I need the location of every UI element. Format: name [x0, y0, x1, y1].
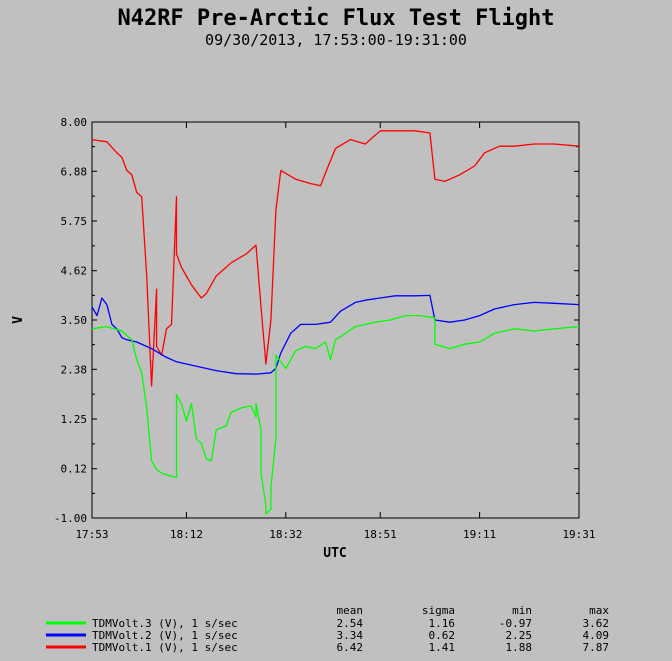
stats-value: -0.97 — [499, 617, 532, 630]
x-tick-label: 17:53 — [75, 528, 108, 541]
stats-value: 1.16 — [429, 617, 456, 630]
stats-value: 3.34 — [337, 629, 364, 642]
x-axis-label: UTC — [323, 546, 346, 561]
stats-value: 3.62 — [583, 617, 610, 630]
y-tick-label: 4.62 — [61, 265, 88, 278]
x-tick-label: 18:32 — [269, 528, 302, 541]
x-tick-label: 19:31 — [562, 528, 595, 541]
y-tick-label: 6.88 — [61, 165, 88, 178]
y-tick-label: 5.75 — [61, 215, 88, 228]
x-axis: 17:53 18:12 18:32 18:51 19:11 19:31 — [75, 122, 596, 541]
legend-label: TDMVolt.1 (V), 1 s/sec — [92, 641, 238, 654]
stats-header: mean — [337, 604, 364, 617]
stats-header: min — [512, 604, 532, 617]
y-axis-label: V — [11, 316, 26, 324]
x-tick-label: 19:11 — [463, 528, 496, 541]
plot-area — [91, 121, 580, 519]
y-tick-label: -1.00 — [54, 512, 87, 525]
series-line-1 — [91, 314, 580, 515]
y-tick-label: 0.12 — [61, 463, 88, 476]
legend-label: TDMVolt.2 (V), 1 s/sec — [92, 629, 238, 642]
y-axis: -1.00 0.12 1.25 2.38 3.50 4.62 5.75 6.88 8.00 — [54, 116, 579, 525]
chart-subtitle: 09/30/2013, 17:53:00-19:31:00 — [205, 31, 467, 49]
x-tick-label: 18:12 — [170, 528, 203, 541]
y-tick-label: 8.00 — [61, 116, 88, 129]
stats-value: 4.09 — [583, 629, 610, 642]
stats-value: 2.25 — [506, 629, 533, 642]
legend: mean sigma min max TDMVolt.3 (V), 1 s/sec 2.5… — [46, 604, 609, 654]
stats-value: 1.41 — [429, 641, 456, 654]
series-line-2 — [91, 294, 580, 375]
y-tick-label: 2.38 — [61, 363, 88, 376]
legend-label: TDMVolt.3 (V), 1 s/sec — [92, 617, 238, 630]
stats-value: 7.87 — [583, 641, 610, 654]
stats-header: sigma — [422, 604, 455, 617]
stats-value: 2.54 — [337, 617, 364, 630]
series-line-3 — [91, 130, 580, 387]
chart-title: N42RF Pre-Arctic Flux Test Flight — [117, 6, 554, 31]
stats-value: 6.42 — [337, 641, 364, 654]
stats-header: max — [589, 604, 609, 617]
series-lines — [91, 130, 580, 515]
stats-value: 1.88 — [506, 641, 533, 654]
stats-value: 0.62 — [429, 629, 456, 642]
x-tick-label: 18:51 — [364, 528, 397, 541]
y-tick-label: 3.50 — [61, 314, 88, 327]
y-tick-label: 1.25 — [61, 413, 88, 426]
